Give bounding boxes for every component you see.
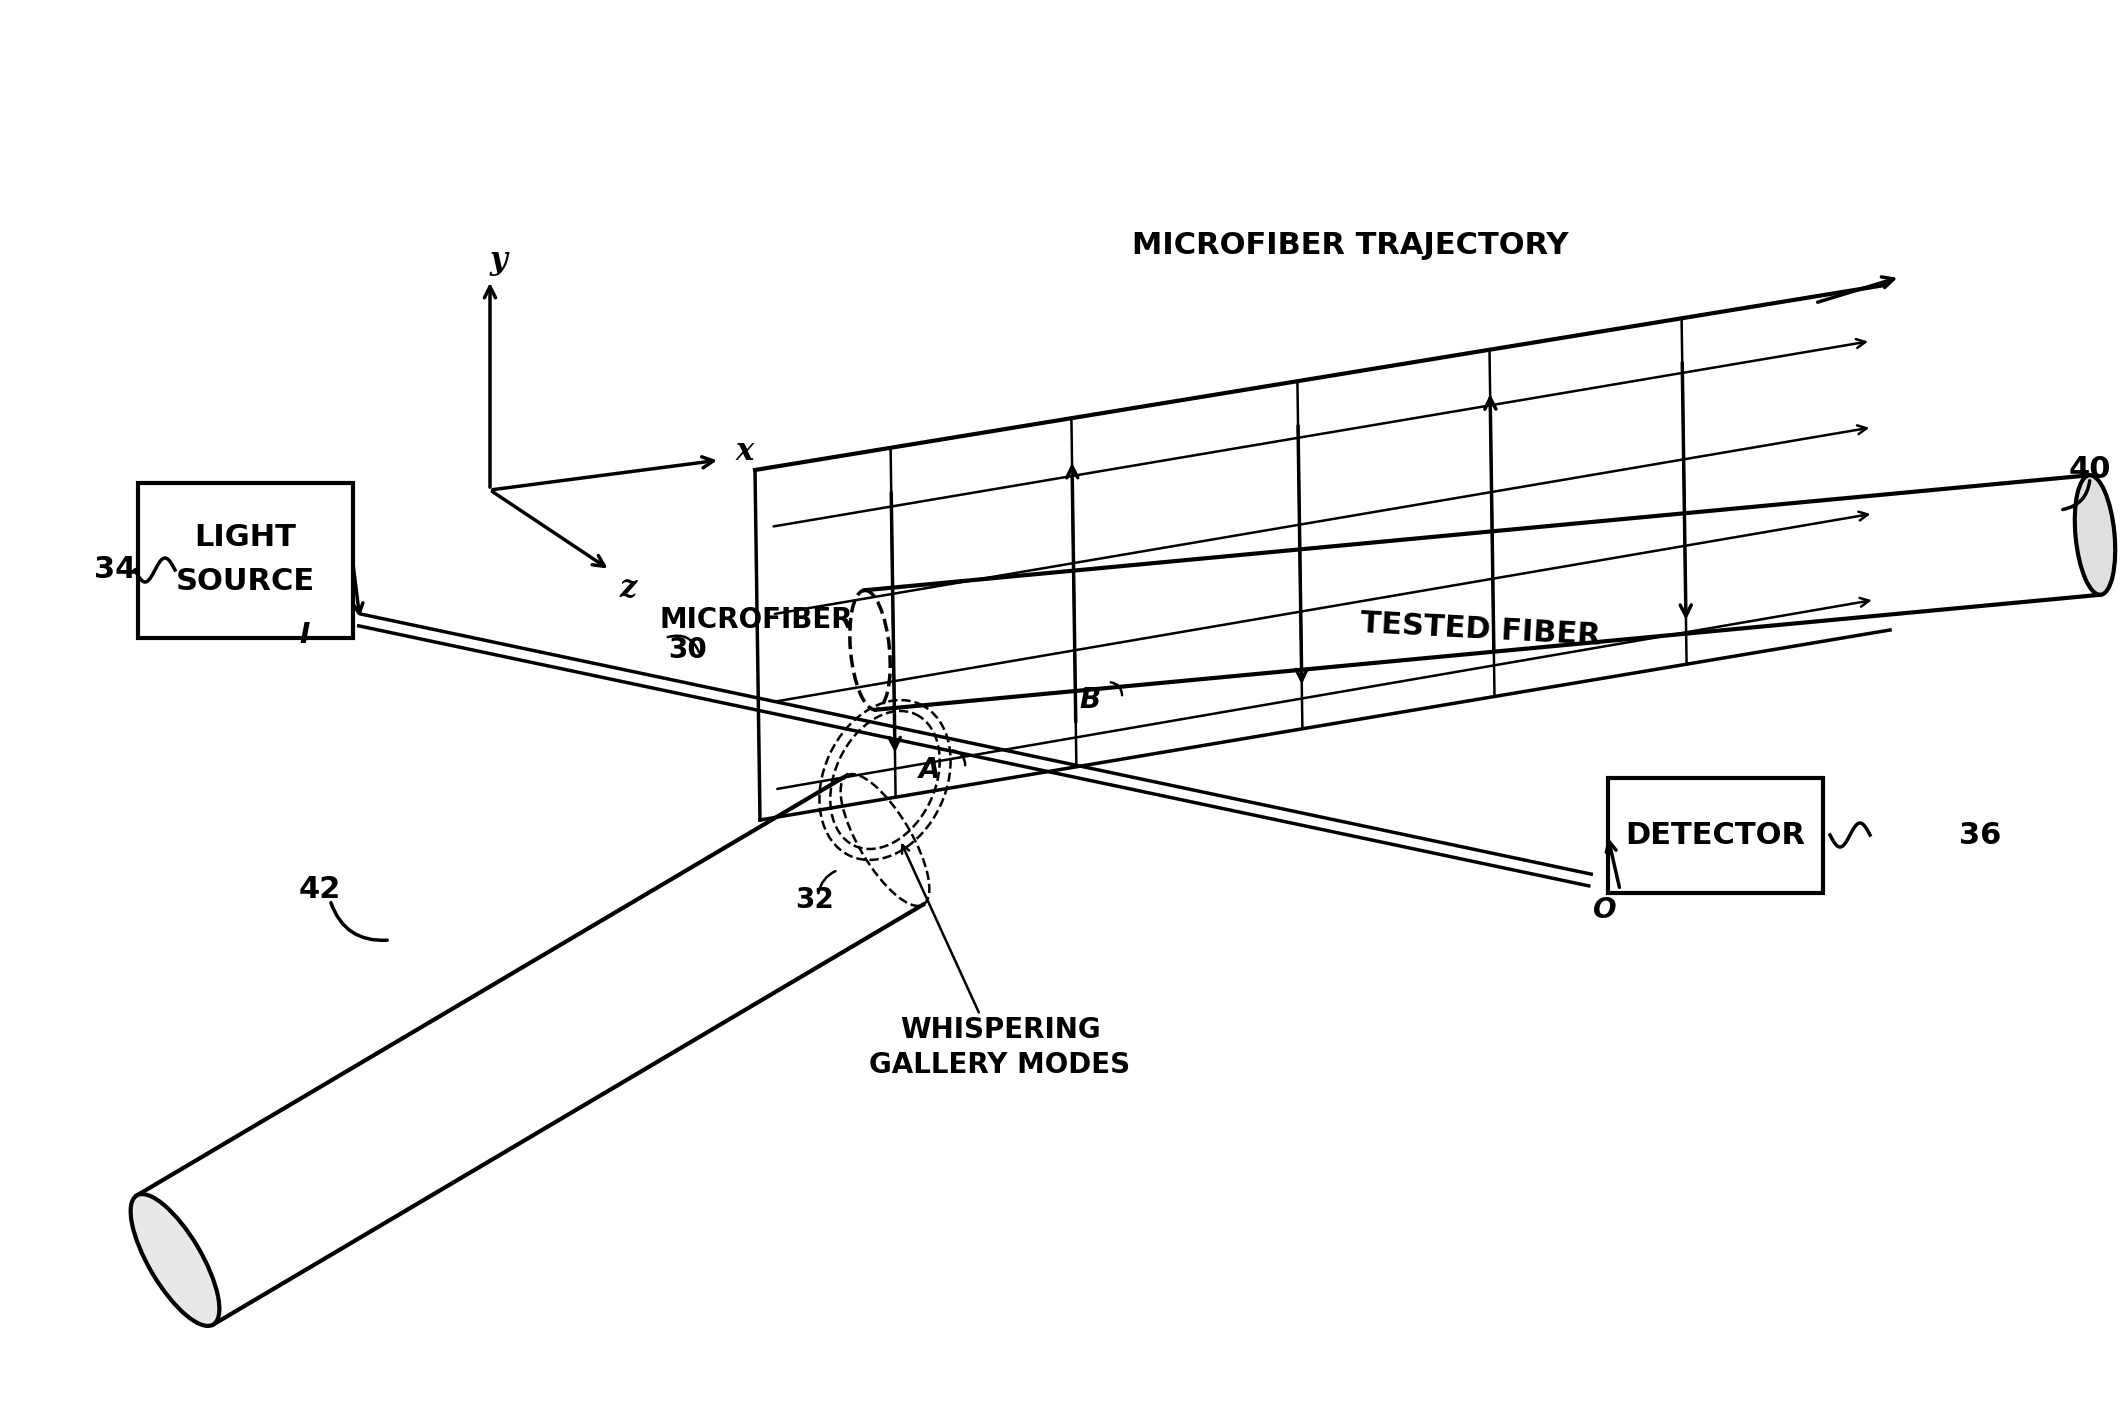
Text: x: x [735,437,754,468]
Text: A: A [920,756,941,784]
Ellipse shape [132,1194,219,1325]
Text: 32: 32 [796,885,835,914]
Bar [138,482,353,637]
Text: TESTED FIBER: TESTED FIBER [1359,609,1601,651]
Ellipse shape [2075,475,2116,595]
Text: 30: 30 [669,636,707,664]
Text: O: O [1593,895,1616,924]
Text: 40: 40 [2069,455,2111,485]
Text: B: B [1079,687,1100,713]
Text: DETECTOR: DETECTOR [1625,821,1805,849]
Text: WHISPERING: WHISPERING [901,1017,1100,1043]
Bar [1608,777,1822,893]
Text: MICROFIBER: MICROFIBER [661,606,854,634]
Text: MICROFIBER TRAJECTORY: MICROFIBER TRAJECTORY [1132,230,1568,259]
Text: z: z [620,572,637,603]
Text: 42: 42 [299,876,342,904]
Text: y: y [489,244,508,275]
Text: 36: 36 [1958,821,2001,849]
Text: SOURCE: SOURCE [176,567,314,596]
Text: 34: 34 [93,556,136,585]
Text: GALLERY MODES: GALLERY MODES [869,1050,1130,1079]
Text: I: I [299,620,310,649]
Text: LIGHT: LIGHT [193,523,295,553]
